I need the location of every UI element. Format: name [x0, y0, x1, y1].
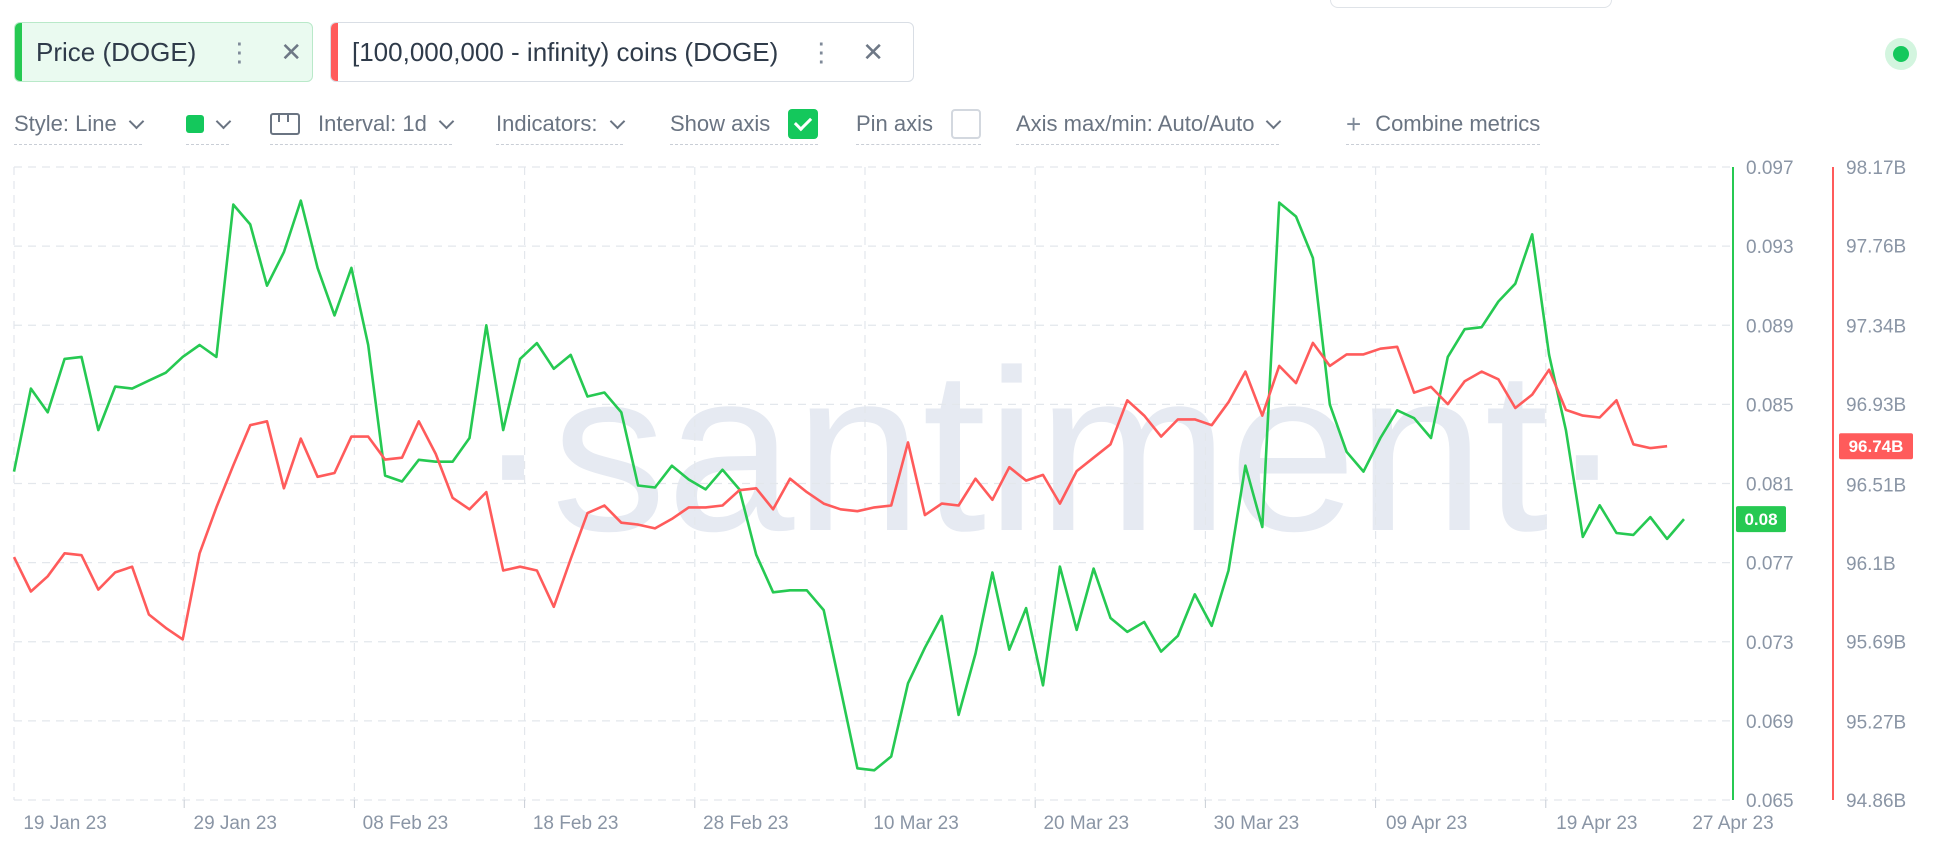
x-tick-label: 30 Mar 23	[1214, 813, 1300, 834]
last-value-badge	[1736, 506, 1786, 533]
last-value-badge	[1839, 433, 1913, 460]
x-tick-label: 19 Jan 23	[23, 813, 106, 834]
y-left-tick-label: 0.073	[1746, 633, 1794, 654]
coins-series-line	[12, 341, 1668, 641]
y-left-tick-label: 0.081	[1746, 475, 1794, 496]
x-tick-label: 19 Apr 23	[1556, 813, 1637, 834]
x-tick-label: 20 Mar 23	[1043, 813, 1129, 834]
show-axis-toggle[interactable]: Show axis	[670, 104, 819, 145]
grid	[13, 166, 1733, 801]
y-right-tick-label: 95.27B	[1846, 713, 1906, 734]
color-swatch-icon	[186, 115, 204, 133]
color-picker[interactable]	[186, 104, 232, 145]
x-tick-label: 28 Feb 23	[703, 813, 789, 834]
metric-chip-price[interactable]: Price (DOGE) ⋮ ✕	[14, 22, 313, 82]
x-tick-label: 29 Jan 23	[194, 813, 277, 834]
pin-axis-checkbox[interactable]	[951, 109, 982, 139]
axis-maxmin-label: Axis max/min: Auto/Auto	[1016, 111, 1255, 136]
indicators-dropdown[interactable]: Indicators:	[496, 104, 625, 145]
axes: 0.097 0.093 0.089 0.085 0.081 0.077 0.073 0.069…	[23, 158, 1913, 834]
y-left-tick-label: 0.069	[1746, 712, 1794, 733]
price-series-line	[12, 199, 1685, 772]
show-axis-label: Show axis	[670, 111, 771, 136]
y-left-tick-label: 0.089	[1746, 316, 1794, 337]
y-right-tick-label: 97.76B	[1846, 236, 1906, 257]
metric-label: Price (DOGE)	[36, 36, 197, 67]
indicators-label: Indicators:	[496, 111, 598, 136]
interval-label: Interval: 1d	[318, 111, 427, 136]
y-left-tick-label: 0.097	[1746, 158, 1794, 179]
series-layer	[12, 199, 1685, 772]
y-right-tick-label: 97.34B	[1846, 317, 1906, 338]
more-options-icon[interactable]: ⋮	[226, 36, 253, 67]
x-tick-label: 08 Feb 23	[363, 813, 449, 834]
metric-color-bar	[331, 23, 338, 81]
last-value-label: 96.74B	[1849, 437, 1904, 456]
y-right-tick-label: 96.51B	[1846, 475, 1906, 496]
y-right-tick-label: 98.17B	[1846, 158, 1906, 179]
y-right-tick-label: 94.86B	[1846, 791, 1906, 812]
x-tick-label: 18 Feb 23	[533, 813, 619, 834]
metric-chip-coins[interactable]: [100,000,000 - infinity) coins (DOGE) ⋮ …	[330, 22, 914, 82]
last-value-label: 0.08	[1744, 510, 1777, 529]
y-left-tick-label: 0.093	[1746, 237, 1794, 258]
metric-label: [100,000,000 - infinity) coins (DOGE)	[352, 36, 779, 67]
style-dropdown[interactable]: Style: Line	[14, 104, 145, 145]
y-left-tick-label: 0.077	[1746, 554, 1794, 575]
style-label: Style: Line	[14, 111, 117, 136]
metric-color-bar	[15, 23, 22, 81]
x-tick-label: 10 Mar 23	[873, 813, 959, 834]
y-right-tick-label: 96.93B	[1846, 395, 1906, 416]
combine-metrics-button[interactable]: + Combine metrics	[1346, 104, 1541, 145]
plus-icon: +	[1346, 108, 1362, 139]
x-tick-label: 09 Apr 23	[1386, 813, 1467, 834]
pin-axis-toggle[interactable]: Pin axis	[856, 104, 982, 145]
watermark: ·santiment·	[475, 322, 1625, 579]
live-status-icon	[1885, 38, 1917, 70]
axis-maxmin-dropdown[interactable]: Axis max/min: Auto/Auto	[1016, 104, 1282, 145]
pin-axis-label: Pin axis	[856, 111, 934, 136]
y-right-tick-label: 96.1B	[1846, 554, 1896, 575]
close-icon[interactable]: ✕	[862, 36, 885, 67]
y-left-tick-label: 0.085	[1746, 395, 1794, 416]
y-left-tick-label: 0.065	[1746, 791, 1794, 812]
combine-metrics-label: Combine metrics	[1375, 111, 1541, 136]
close-icon[interactable]: ✕	[280, 36, 303, 67]
more-options-icon[interactable]: ⋮	[808, 36, 835, 67]
interval-dropdown[interactable]: Interval: 1d	[270, 104, 455, 145]
show-axis-checkbox[interactable]	[788, 109, 819, 139]
y-right-tick-label: 95.69B	[1846, 632, 1906, 653]
x-tick-label: 27 Apr 23	[1692, 813, 1773, 834]
calendar-icon	[270, 113, 300, 135]
